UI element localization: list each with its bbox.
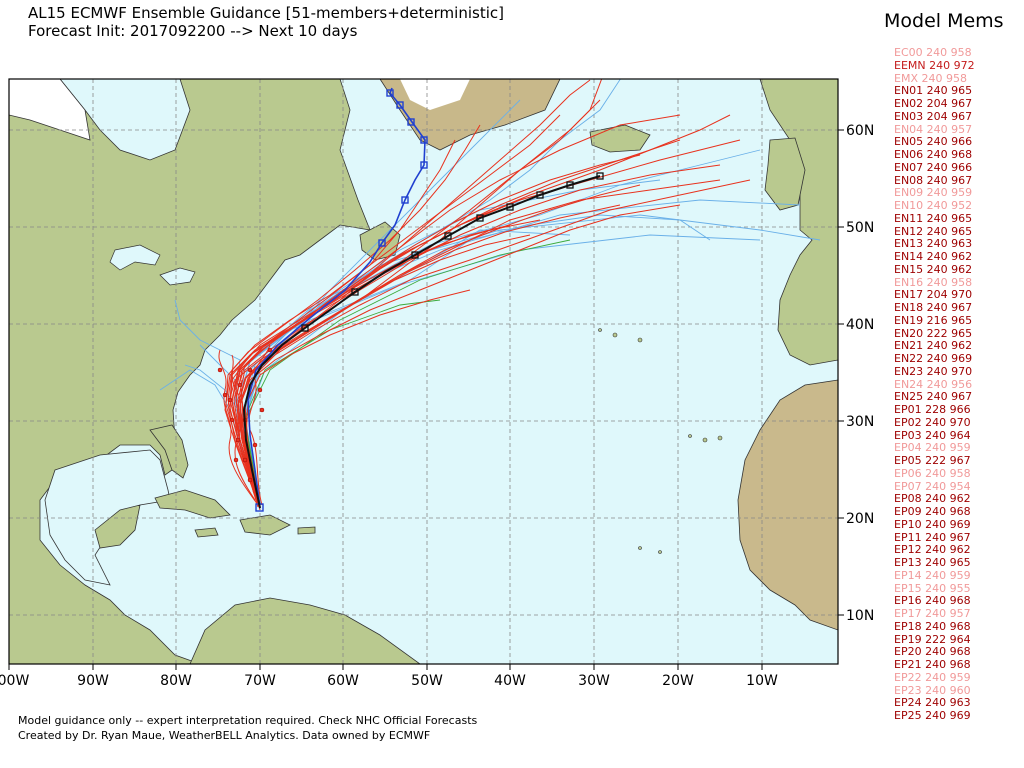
- british-isles-land: [764, 137, 806, 211]
- lat-label: 50N: [846, 220, 874, 236]
- legend-item: EP06 240 958: [894, 466, 971, 480]
- latitude-labels: 60N 50N 40N 30N 20N 10N: [846, 123, 874, 624]
- lon-label: 90W: [77, 673, 109, 689]
- legend-item: EN15 240 962: [894, 262, 973, 276]
- legend-item: EP19 222 964: [894, 632, 971, 646]
- legend-title: Model Mems: [884, 10, 1004, 32]
- legend-item: EN18 240 967: [894, 301, 973, 314]
- longitude-labels: 100W 90W 80W 70W 60W 50W 40W 30W 20W 10W: [0, 673, 778, 689]
- jamaica-land: [194, 527, 219, 538]
- legend-item: EN07 240 966: [894, 160, 973, 174]
- florida-land: [149, 424, 189, 479]
- lon-label: 80W: [160, 673, 192, 689]
- africa-land: [737, 379, 838, 631]
- disclaimer-text: Model guidance only -- expert interpreta…: [18, 714, 478, 727]
- lon-label: 60W: [327, 673, 359, 689]
- legend-item: EP03 240 964: [894, 428, 971, 442]
- deterministic-track: [247, 87, 426, 509]
- atlantic-islands: [598, 328, 723, 554]
- legend-item: EP24 240 963: [894, 696, 971, 710]
- hudson-bay: [59, 79, 191, 161]
- ensemble-mean-markers: [301, 172, 604, 332]
- legend-item: EN12 240 965: [894, 224, 973, 238]
- legend-item: EN19 216 965: [894, 313, 973, 327]
- greenland-ice: [400, 79, 470, 110]
- ensemble-mean-track: [242, 175, 601, 509]
- legend-item: EP12 240 962: [894, 543, 971, 557]
- lat-label: 20N: [846, 511, 874, 527]
- legend-item: EP13 240 965: [894, 556, 971, 569]
- legend-item: EN24 240 956: [894, 377, 973, 391]
- lon-label: 100W: [0, 673, 29, 689]
- legend-item: EN16 240 958: [894, 275, 973, 289]
- legend-item: EP17 240 957: [894, 607, 971, 620]
- legend-item: EN23 240 970: [894, 364, 973, 378]
- legend-item: EP22 240 959: [894, 670, 971, 684]
- lon-label: 10W: [746, 673, 778, 689]
- legend-item: EP20 240 968: [894, 645, 971, 659]
- lon-label: 40W: [494, 673, 526, 689]
- legend-item: EP16 240 968: [894, 594, 971, 608]
- legend-item: EN06 240 968: [894, 148, 973, 161]
- lon-label: 50W: [411, 673, 443, 689]
- legend-item: EP09 240 968: [894, 505, 971, 518]
- legend-item: EP18 240 968: [894, 619, 971, 633]
- legend-item: EN02 204 967: [894, 97, 973, 110]
- lat-label: 60N: [846, 123, 874, 139]
- lon-label: 20W: [662, 673, 694, 689]
- legend-item: EN13 240 963: [894, 237, 973, 251]
- legend-item: EP10 240 969: [894, 517, 971, 531]
- page-title: AL15 ECMWF Ensemble Guidance [51-members…: [28, 4, 504, 22]
- south-america-land: [189, 597, 421, 664]
- legend-item: EN20 222 965: [894, 326, 973, 340]
- europe-land: [759, 79, 838, 366]
- legend-item: EN21 240 962: [894, 339, 973, 353]
- legend-item: EP21 240 968: [894, 658, 971, 671]
- legend-item: EN11 240 965: [894, 211, 973, 225]
- legend-item: EP14 240 959: [894, 568, 971, 582]
- credit-text: Created by Dr. Ryan Maue, WeatherBELL An…: [18, 729, 431, 742]
- legend-item: EEMN 240 972: [894, 58, 975, 72]
- legend-item: EN01 240 965: [894, 84, 973, 98]
- legend-item: EP01 228 966: [894, 403, 971, 416]
- legend-item: EP11 240 967: [894, 530, 971, 544]
- cuba-land: [154, 489, 231, 519]
- legend-item: EP05 222 967: [894, 454, 971, 467]
- legend-item: EN22 240 969: [894, 352, 973, 365]
- start-cluster: [218, 344, 271, 506]
- legend-item: EP25 240 969: [894, 709, 971, 722]
- hispaniola-land: [239, 514, 291, 536]
- forecast-init-subtitle: Forecast Init: 2017092200 --> Next 10 da…: [28, 22, 358, 40]
- legend-item: EN03 204 967: [894, 109, 973, 123]
- legend-item: EN10 240 952: [894, 199, 973, 212]
- legend-item: EP23 240 960: [894, 683, 971, 697]
- legend-item: EN04 240 957: [894, 122, 973, 136]
- legend-item: EN05 240 966: [894, 135, 973, 149]
- legend-item: EN14 240 962: [894, 250, 973, 263]
- legend-item: EN08 240 967: [894, 173, 973, 187]
- legend-item: EP02 240 970: [894, 415, 971, 429]
- puerto-rico-land: [297, 526, 316, 535]
- legend-item: EP07 240 954: [894, 479, 971, 493]
- map-frame: [8, 78, 839, 665]
- legend-item: EP15 240 955: [894, 581, 971, 595]
- lon-label: 30W: [578, 673, 610, 689]
- legend-item: EC00 240 958: [894, 46, 972, 59]
- lon-label: 70W: [244, 673, 276, 689]
- legend-item: EN09 240 959: [894, 186, 973, 200]
- lat-label: 10N: [846, 608, 874, 624]
- yucatan-land: [94, 504, 141, 549]
- great-lakes: [109, 244, 196, 286]
- lat-label: 40N: [846, 317, 874, 333]
- arctic-ice: [9, 79, 91, 141]
- legend-item: EMX 240 958: [894, 71, 967, 85]
- legend-item: EP08 240 962: [894, 492, 971, 506]
- axis-ticks: [8, 129, 844, 670]
- legend-item: EN25 240 967: [894, 390, 973, 404]
- legend-item: EP04 240 959: [894, 441, 971, 455]
- lat-label: 30N: [846, 414, 874, 430]
- model-members-legend: EC00 240 958 EEMN 240 972 EMX 240 958 EN01 …: [894, 46, 975, 723]
- legend-item: EN17 204 970: [894, 288, 973, 302]
